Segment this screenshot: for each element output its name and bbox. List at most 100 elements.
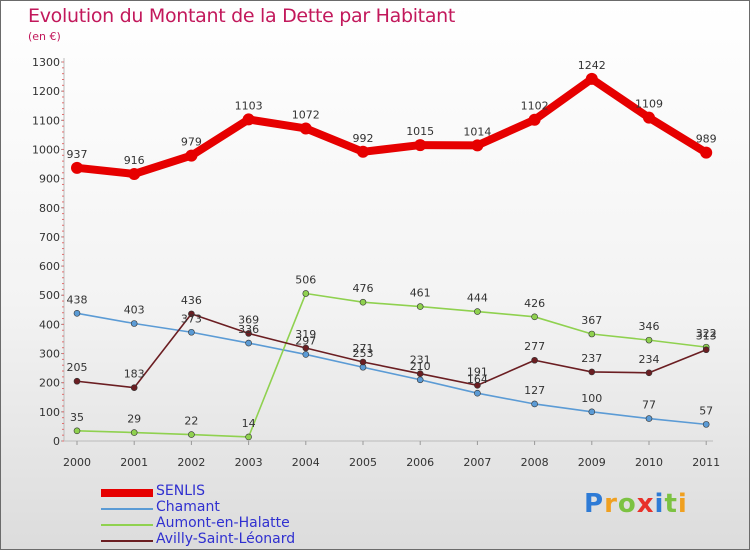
data-label: 1014 [463, 125, 491, 138]
data-point [414, 139, 427, 152]
data-label: 1109 [635, 98, 663, 111]
x-tick-label: 2007 [463, 456, 491, 469]
data-label: 14 [242, 417, 256, 430]
y-tick-label: 400 [39, 318, 60, 331]
data-point [188, 310, 195, 318]
data-point [474, 382, 481, 389]
data-point [702, 346, 710, 354]
data-point [645, 415, 653, 422]
series-line-senlis [73, 74, 711, 178]
data-label: 436 [181, 294, 202, 307]
data-label: 322 [696, 327, 717, 340]
data-point [245, 330, 252, 337]
data-point [588, 368, 596, 376]
data-point [130, 320, 138, 327]
data-label: 100 [581, 392, 602, 405]
y-tick-label: 300 [39, 348, 60, 361]
x-tick-label: 2006 [406, 456, 434, 469]
data-label: 253 [353, 347, 374, 360]
data-point [416, 370, 424, 377]
logo-letter: i [654, 489, 665, 519]
x-tick-label: 2000 [63, 456, 91, 469]
data-point [531, 313, 538, 321]
data-point [73, 310, 81, 317]
data-label: 191 [467, 365, 488, 378]
data-point [645, 336, 653, 344]
data-label: 992 [353, 132, 374, 145]
data-label: 403 [124, 304, 145, 317]
data-label: 476 [353, 282, 374, 295]
data-label: 461 [410, 287, 431, 300]
data-label: 164 [467, 373, 488, 386]
data-point [531, 400, 538, 408]
data-point [130, 384, 138, 391]
data-label: 231 [410, 354, 431, 367]
y-tick-label: 700 [39, 231, 60, 244]
y-tick-label: 800 [39, 202, 60, 215]
data-point [359, 298, 367, 306]
logo-letter: o [617, 489, 637, 519]
data-point [588, 408, 596, 416]
data-label: 937 [67, 148, 88, 161]
data-point [585, 72, 598, 85]
chart-subtitle: (en €) [28, 30, 61, 43]
data-label: 989 [696, 133, 717, 146]
data-label: 367 [581, 314, 602, 327]
y-tick-label: 600 [39, 260, 60, 273]
y-tick-label: 0 [53, 435, 60, 448]
x-tick-label: 2008 [521, 456, 549, 469]
y-tick-label: 1000 [32, 143, 60, 156]
data-label: 22 [184, 415, 198, 428]
data-point [471, 139, 484, 152]
data-label: 210 [410, 360, 431, 373]
legend-swatch [101, 489, 153, 497]
data-label: 57 [699, 404, 713, 417]
data-point [302, 351, 310, 358]
legend-swatch [101, 524, 153, 526]
data-point [185, 149, 198, 162]
data-label: 319 [295, 328, 316, 341]
data-label: 1072 [292, 108, 320, 121]
proxiti-logo: Proxiti [584, 489, 688, 519]
data-label: 277 [524, 340, 545, 353]
logo-letter: P [584, 489, 605, 519]
data-point [245, 433, 252, 441]
data-label: 234 [639, 353, 660, 366]
data-point [73, 377, 81, 385]
series-line-chamant [76, 312, 708, 426]
x-tick-label: 2003 [235, 456, 263, 469]
data-label: 916 [124, 154, 145, 167]
y-tick-label: 1300 [32, 56, 60, 69]
y-tick-label: 1200 [32, 85, 60, 98]
x-tick-label: 2002 [177, 456, 205, 469]
data-point [531, 356, 538, 364]
data-point [474, 308, 481, 315]
data-point [71, 161, 83, 174]
data-labels: 937 916 979 1103 1072 992 1015 1014 1102 1242 1109… [67, 59, 717, 430]
data-point [302, 344, 310, 352]
data-point [242, 113, 255, 126]
logo-letter: x [636, 489, 655, 519]
data-point [702, 421, 710, 428]
data-label: 77 [642, 399, 656, 412]
axes: 0 100 200 300 400 500 600 700 800 900 1000 1100 1200… [32, 56, 720, 469]
data-point [474, 389, 481, 397]
data-point [299, 122, 312, 135]
data-point [357, 145, 369, 158]
data-point [130, 429, 138, 436]
data-label: 979 [181, 136, 202, 149]
series-line-avilly-saint-l-onard [76, 313, 708, 389]
data-label: 237 [581, 352, 602, 365]
data-label: 373 [181, 312, 202, 325]
data-label: 506 [295, 273, 316, 286]
data-point [188, 431, 195, 438]
series-line-aumont-en-halatte [76, 292, 708, 438]
legend-label: Chamant [156, 499, 220, 515]
data-label: 297 [295, 334, 316, 347]
y-tick-label: 500 [39, 289, 60, 302]
data-point [359, 358, 367, 366]
logo-letter: r [604, 489, 618, 519]
y-tick-label: 200 [39, 377, 60, 390]
legend-label: Avilly-Saint-Léonard [156, 531, 296, 547]
